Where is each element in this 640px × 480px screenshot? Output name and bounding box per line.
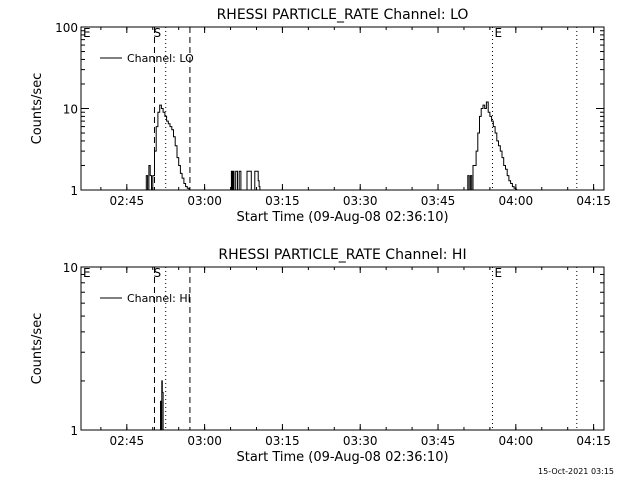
legend-label: Channel: LO xyxy=(127,52,194,65)
event-marker-label: E xyxy=(83,266,91,280)
x-tick-label: 03:15 xyxy=(265,194,300,208)
x-axis-label: Start Time (09-Aug-08 02:36:10) xyxy=(236,210,448,225)
lo-channel-panel: RHESSI PARTICLE_RATE Channel: LO 02:45 03:… xyxy=(30,7,611,225)
x-tick-label: 03:00 xyxy=(187,434,222,448)
x-tick-label: 03:15 xyxy=(265,434,300,448)
footer-timestamp: 15-Oct-2021 03:15 xyxy=(538,467,614,476)
x-tick-label: 02:45 xyxy=(110,194,145,208)
axes-frame xyxy=(80,266,605,431)
x-tick-label: 03:45 xyxy=(421,194,456,208)
y-tick-label: 100 xyxy=(55,21,78,35)
x-axis-label: Start Time (09-Aug-08 02:36:10) xyxy=(236,450,448,465)
x-tick-label: 03:30 xyxy=(343,194,378,208)
chart-title: RHESSI PARTICLE_RATE Channel: HI xyxy=(218,247,466,263)
x-tick-label: 03:00 xyxy=(187,194,222,208)
y-tick-label: 10 xyxy=(63,103,78,117)
data-series-line xyxy=(159,380,164,431)
y-axis-label: Counts/sec xyxy=(30,73,45,145)
y-tick-label: 10 xyxy=(63,261,78,275)
x-tick-label: 04:15 xyxy=(576,194,611,208)
x-tick-label: 03:30 xyxy=(343,434,378,448)
data-series-line xyxy=(145,101,518,191)
chart-title: RHESSI PARTICLE_RATE Channel: LO xyxy=(217,7,469,23)
x-tick-label: 04:15 xyxy=(576,434,611,448)
event-marker-label: E xyxy=(83,26,91,40)
x-tick-label: 04:00 xyxy=(499,194,534,208)
y-tick-label: 1 xyxy=(70,424,78,438)
legend-label: Channel: HI xyxy=(127,292,191,305)
x-tick-label: 04:00 xyxy=(499,434,534,448)
hi-channel-panel: RHESSI PARTICLE_RATE Channel: HI 02:45 03:… xyxy=(30,247,611,465)
x-tick-label: 03:45 xyxy=(421,434,456,448)
event-marker-label: E xyxy=(494,26,502,40)
event-marker-label: E xyxy=(494,266,502,280)
y-axis-label: Counts/sec xyxy=(30,313,45,385)
event-marker-label: S xyxy=(153,26,161,40)
x-tick-label: 02:45 xyxy=(110,434,145,448)
y-tick-label: 1 xyxy=(70,184,78,198)
event-marker-label: S xyxy=(153,266,161,280)
